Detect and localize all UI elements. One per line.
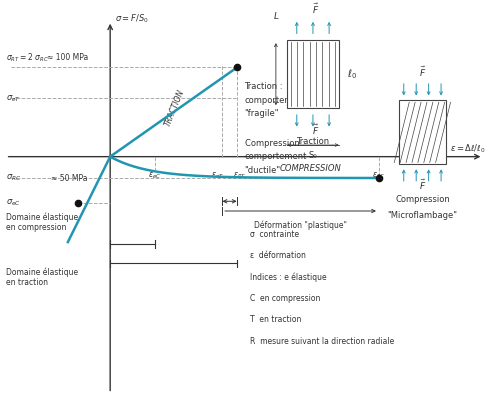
Text: $\vec{F}$: $\vec{F}$ [312, 123, 319, 137]
Text: σ  contrainte: σ contrainte [250, 230, 298, 239]
Text: ≈ 100 MPa: ≈ 100 MPa [46, 53, 88, 62]
Text: TRACTION: TRACTION [163, 88, 186, 128]
Text: Indices : e élastique: Indices : e élastique [250, 272, 326, 282]
Text: $\varepsilon = \Delta\ell/\ell_0$: $\varepsilon = \Delta\ell/\ell_0$ [450, 142, 486, 155]
Text: $\sigma = F/S_0$: $\sigma = F/S_0$ [115, 13, 149, 25]
Text: $\vec{F}$: $\vec{F}$ [419, 178, 426, 192]
Text: S₀: S₀ [309, 151, 317, 160]
Text: $\varepsilon_{eT}$: $\varepsilon_{eT}$ [211, 170, 224, 181]
Text: $\sigma_{RT}= 2\ \sigma_{RC}$: $\sigma_{RT}= 2\ \sigma_{RC}$ [5, 51, 49, 64]
Text: "Microflambage": "Microflambage" [387, 211, 458, 220]
Text: $\ell_0$: $\ell_0$ [346, 67, 357, 81]
Text: $\varepsilon_{RC}$: $\varepsilon_{RC}$ [372, 170, 386, 181]
Text: $\varepsilon_{eC}$: $\varepsilon_{eC}$ [148, 170, 162, 181]
Text: Domaine élastique
en compression: Domaine élastique en compression [5, 213, 78, 232]
Text: $\varepsilon_{RT}$: $\varepsilon_{RT}$ [233, 170, 247, 181]
Text: $\vec{F}$: $\vec{F}$ [312, 2, 319, 16]
Text: Domaine élastique
en traction: Domaine élastique en traction [5, 267, 78, 287]
Text: $\sigma_{RC}$: $\sigma_{RC}$ [5, 173, 21, 183]
Bar [399, 100, 446, 164]
Text: Traction :: Traction : [245, 82, 283, 91]
Text: R  mesure suivant la direction radiale: R mesure suivant la direction radiale [250, 337, 394, 345]
Text: T  en traction: T en traction [250, 315, 301, 324]
Text: ≈ 50 MPa: ≈ 50 MPa [51, 174, 88, 183]
Text: comportement: comportement [245, 152, 307, 161]
Text: comportement: comportement [245, 96, 307, 105]
Text: "fragile": "fragile" [245, 109, 279, 119]
Text: $\sigma_{eT}$: $\sigma_{eT}$ [5, 93, 20, 104]
Text: Traction: Traction [296, 137, 329, 146]
Text: $\vec{F}$: $\vec{F}$ [419, 65, 426, 79]
Text: "ductile": "ductile" [245, 166, 280, 175]
Text: Compression: Compression [395, 195, 450, 204]
Text: Compression :: Compression : [245, 139, 305, 148]
Text: Déformation "plastique": Déformation "plastique" [254, 221, 347, 230]
Text: COMPRESSION: COMPRESSION [279, 164, 341, 173]
Text: $\sigma_{eC}$: $\sigma_{eC}$ [5, 198, 20, 209]
Text: ε  déformation: ε déformation [250, 251, 305, 260]
Text: L: L [273, 12, 278, 21]
Text: C  en compression: C en compression [250, 294, 320, 303]
